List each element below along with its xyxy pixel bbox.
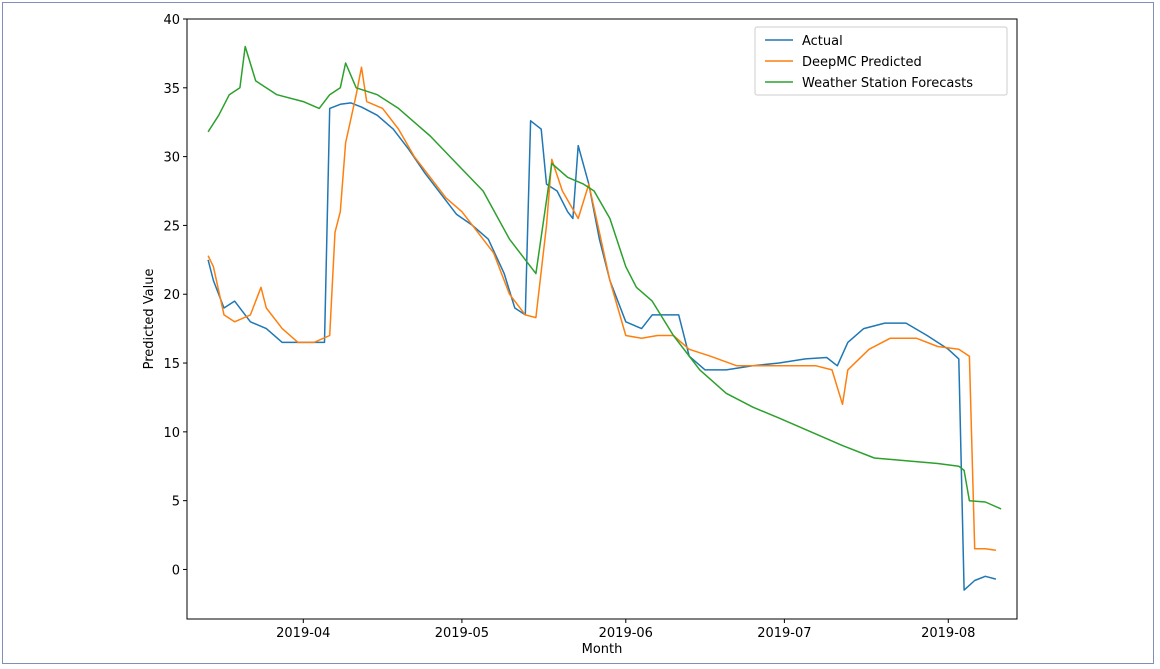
series-line-1 [207,102,997,591]
y-tick-label: 5 [172,495,180,510]
legend: Actual DeepMC Predicted Weather Station Fo… [754,26,1008,96]
x-tick-label: 2019-07 [757,626,811,641]
y-tick-label: 40 [163,13,180,28]
y-tick-label: 20 [163,288,180,303]
x-tick-label: 2019-05 [435,626,489,641]
plot-area [186,18,1018,620]
legend-entry: Actual [802,34,843,49]
y-axis-label: Predicted Value [142,269,157,370]
x-tick-label: 2019-04 [276,626,330,641]
y-tick-label: 0 [172,563,180,578]
y-axis: 0 5 10 15 20 25 30 35 40 [163,13,187,578]
y-tick-label: 10 [163,426,180,441]
y-tick-label: 35 [163,82,180,97]
x-tick-label: 2019-08 [921,626,975,641]
series-layer [207,45,1002,591]
series-line-2 [207,66,996,551]
x-tick-label: 2019-06 [599,626,653,641]
series-line-3 [207,45,1002,510]
y-tick-label: 15 [163,357,180,372]
x-axis: 2019-04 2019-05 2019-06 2019-07 2019-08 [276,619,975,641]
legend-entry: Weather Station Forecasts [802,76,973,91]
y-tick-label: 25 [163,219,180,234]
legend-entry: DeepMC Predicted [802,55,922,70]
legend-box [754,26,1008,96]
x-axis-label: Month [582,642,623,657]
y-tick-label: 30 [163,151,180,166]
